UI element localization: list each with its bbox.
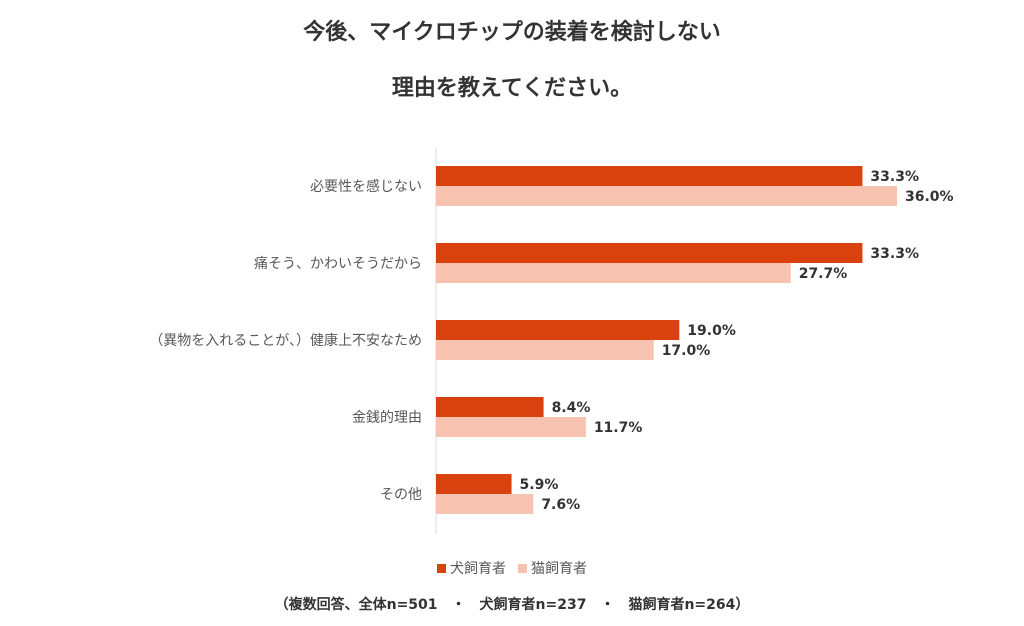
bar-dog [436, 243, 863, 263]
data-label-cat: 7.6% [541, 497, 580, 513]
legend-swatch-dog [437, 563, 446, 573]
data-label-cat: 11.7% [594, 420, 643, 436]
bar-cat [436, 494, 534, 514]
category-label: 必要性を感じない [310, 178, 422, 195]
bar-dog [436, 320, 680, 340]
data-label-dog: 33.3% [870, 246, 919, 262]
legend-swatch-cat [518, 563, 527, 573]
bar-cat [436, 186, 897, 206]
category-label: その他 [380, 487, 422, 503]
bar-cat [436, 417, 586, 437]
data-label-cat: 27.7% [799, 266, 848, 282]
legend-label-cat: 猫飼育者 [531, 561, 587, 577]
chart-title-line-2: 理由を教えてください。 [391, 76, 633, 101]
bar-dog [436, 474, 512, 494]
bar-dog [436, 397, 544, 417]
category-label: （異物を入れることが、）健康上不安なため [149, 332, 422, 349]
bar-cat [436, 340, 654, 360]
bar-cat [436, 263, 791, 283]
legend-item-cat: 猫飼育者 [518, 558, 587, 578]
legend: 犬飼育者 猫飼育者 [0, 558, 1024, 578]
data-label-dog: 8.4% [552, 400, 591, 416]
legend-label-dog: 犬飼育者 [450, 561, 506, 577]
bar-dog [436, 166, 863, 186]
data-label-dog: 5.9% [520, 477, 559, 493]
category-label: 金銭的理由 [352, 410, 422, 426]
category-label: 痛そう、かわいそうだから [254, 255, 422, 272]
data-label-dog: 33.3% [870, 169, 919, 185]
data-label-dog: 19.0% [687, 323, 736, 339]
legend-item-dog: 犬飼育者 [437, 558, 506, 578]
chart-title-line-1: 今後、マイクロチップの装着を検討しない [303, 20, 721, 45]
data-label-cat: 17.0% [662, 343, 711, 359]
data-label-cat: 36.0% [905, 189, 954, 205]
footnote: （複数回答、全体n=501 ・ 犬飼育者n=237 ・ 猫飼育者n=264） [274, 597, 750, 613]
